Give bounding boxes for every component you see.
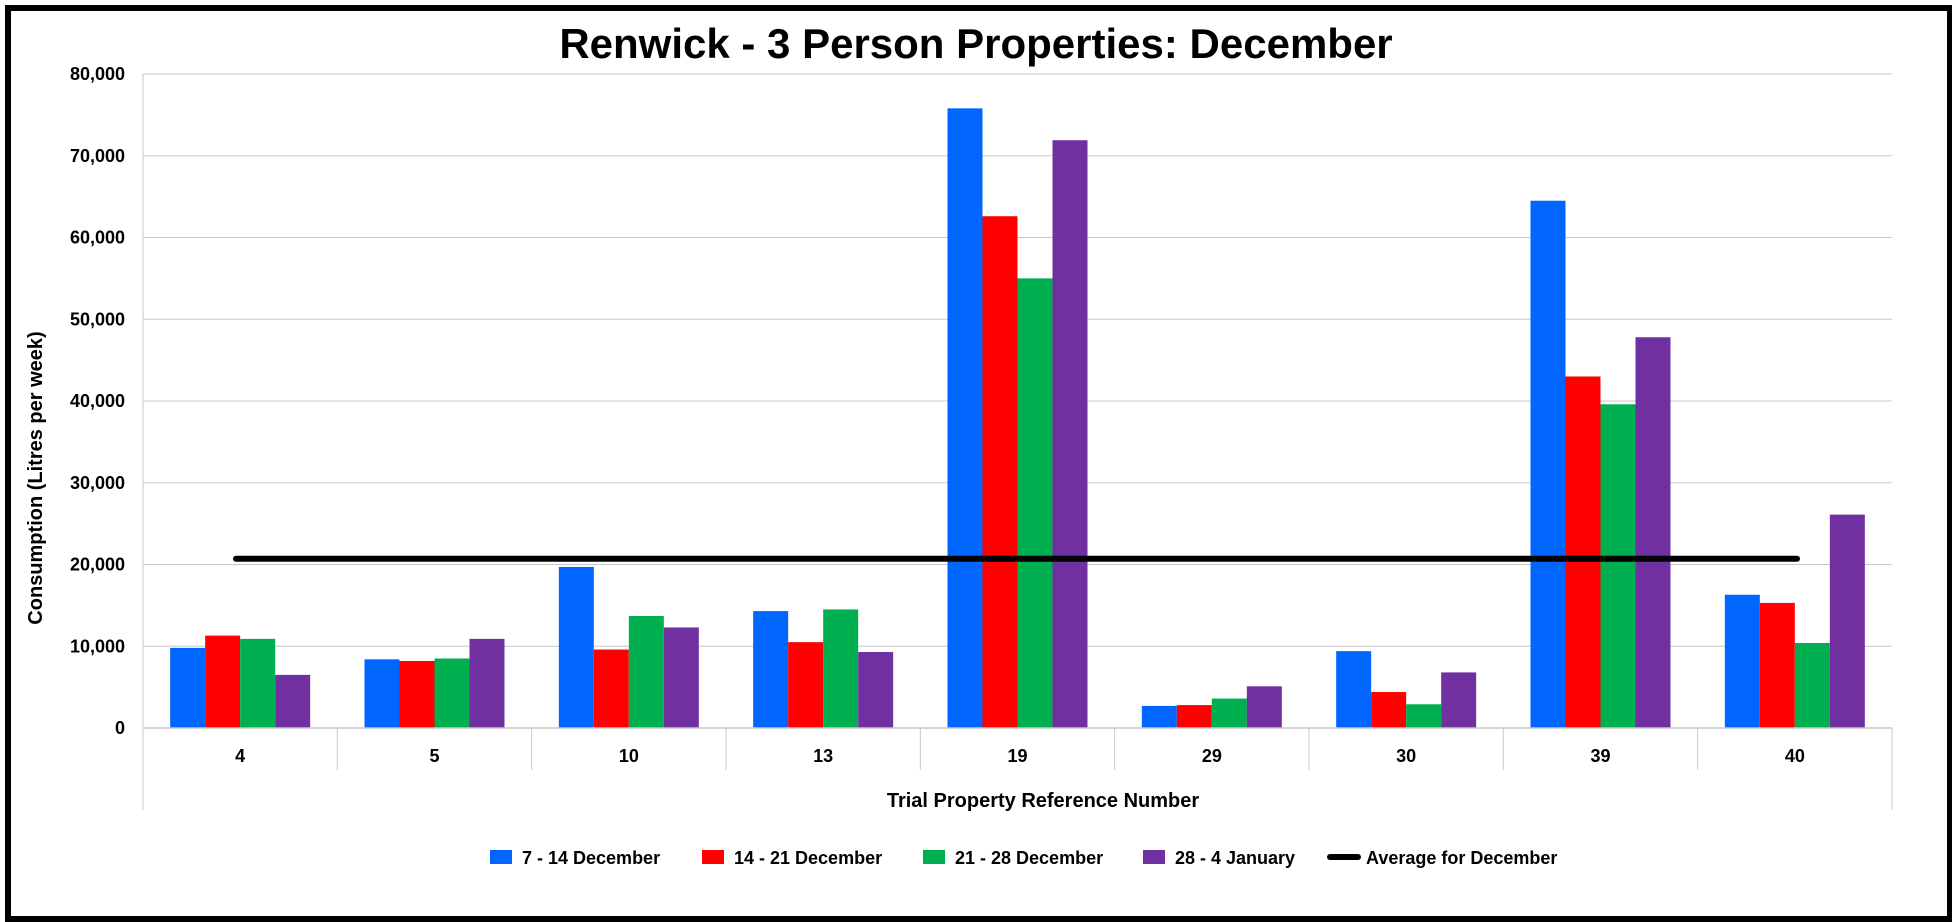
x-tick-label: 5 [429, 746, 439, 766]
bar-19-series-1 [947, 108, 983, 728]
x-tick-label: 40 [1785, 746, 1805, 766]
bar-10-series-4 [663, 627, 699, 728]
bar-40-series-3 [1794, 642, 1830, 728]
y-tick-label: 80,000 [70, 64, 125, 84]
legend-swatch [490, 850, 512, 864]
bar-4-series-3 [240, 638, 276, 728]
legend-label: 21 - 28 December [955, 848, 1103, 868]
bar-19-series-4 [1052, 140, 1088, 728]
x-tick-label: 4 [235, 746, 245, 766]
bar-10-series-3 [628, 616, 664, 728]
bar-39-series-2 [1565, 376, 1601, 728]
bar-4-series-4 [275, 674, 311, 728]
bar-39-series-1 [1530, 200, 1566, 728]
legend-label: 28 - 4 January [1175, 848, 1295, 868]
bar-39-series-3 [1600, 404, 1636, 728]
chart-title: Renwick - 3 Person Properties: December [559, 20, 1392, 67]
y-tick-label: 0 [115, 718, 125, 738]
legend-label: Average for December [1366, 848, 1557, 868]
bar-30-series-3 [1406, 704, 1442, 728]
x-tick-label: 30 [1396, 746, 1416, 766]
bar-29-series-2 [1176, 705, 1212, 728]
y-tick-label: 60,000 [70, 228, 125, 248]
x-axis: 4 5 10 13 19 29 30 39 40 [142, 727, 1893, 810]
x-axis-label: Trial Property Reference Number [887, 790, 1200, 812]
legend-swatch [923, 850, 945, 864]
y-tick-label: 10,000 [70, 636, 125, 656]
y-tick-label: 70,000 [70, 146, 125, 166]
bar-10-series-2 [593, 649, 629, 728]
legend-label: 7 - 14 December [522, 848, 660, 868]
bar-10-series-1 [558, 566, 594, 728]
legend-label: 14 - 21 December [734, 848, 882, 868]
x-tick-label: 29 [1202, 746, 1222, 766]
bar-13-series-1 [753, 611, 789, 728]
bar-29-series-3 [1211, 698, 1247, 728]
bar-40-series-4 [1829, 514, 1865, 728]
bar-30-series-1 [1336, 651, 1372, 728]
bar-5-series-4 [469, 638, 505, 728]
bar-30-series-2 [1371, 692, 1407, 728]
legend-swatch [702, 850, 724, 864]
bar-4-series-2 [205, 635, 241, 728]
bar-30-series-4 [1441, 672, 1477, 728]
y-axis-ticks: 0 10,000 20,000 30,000 40,000 50,000 60,000 70,… [70, 64, 125, 738]
bar-19-series-2 [982, 216, 1018, 728]
bar-5-series-3 [434, 658, 470, 728]
bar-19-series-3 [1017, 278, 1053, 728]
bar-13-series-4 [858, 651, 894, 728]
x-tick-label: 13 [813, 746, 833, 766]
bar-5-series-1 [364, 659, 400, 728]
bar-29-series-1 [1141, 705, 1177, 728]
legend-swatch [1143, 850, 1165, 864]
y-axis-label: Consumption (Litres per week) [25, 331, 47, 624]
y-tick-label: 20,000 [70, 555, 125, 575]
bar-40-series-2 [1759, 602, 1795, 728]
legend: 7 - 14 December 14 - 21 December 21 - 28 D… [490, 848, 1557, 868]
bar-13-series-2 [788, 642, 824, 728]
x-tick-label: 39 [1590, 746, 1610, 766]
bar-40-series-1 [1724, 594, 1760, 728]
x-tick-label: 19 [1007, 746, 1027, 766]
bars [170, 108, 1865, 728]
bar-13-series-3 [823, 609, 859, 728]
bar-4-series-1 [170, 647, 206, 728]
x-tick-label: 10 [619, 746, 639, 766]
bar-29-series-4 [1246, 686, 1282, 728]
y-tick-label: 30,000 [70, 473, 125, 493]
bar-39-series-4 [1635, 337, 1671, 728]
bar-5-series-2 [399, 660, 435, 728]
y-tick-label: 40,000 [70, 391, 125, 411]
y-tick-label: 50,000 [70, 309, 125, 329]
